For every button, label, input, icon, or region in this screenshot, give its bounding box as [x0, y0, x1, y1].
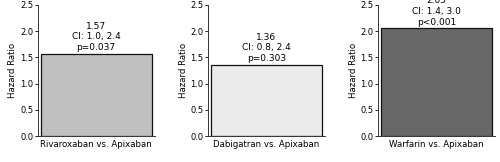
X-axis label: Warfarin vs. Apixaban: Warfarin vs. Apixaban	[389, 140, 484, 149]
Y-axis label: Hazard Ratio: Hazard Ratio	[8, 43, 18, 98]
Bar	[211, 65, 322, 136]
Text: 2.05
CI: 1.4, 3.0
p<0.001: 2.05 CI: 1.4, 3.0 p<0.001	[412, 0, 461, 27]
Y-axis label: Hazard Ratio: Hazard Ratio	[178, 43, 188, 98]
Bar	[41, 54, 152, 136]
X-axis label: Rivaroxaban vs. Apixaban: Rivaroxaban vs. Apixaban	[40, 140, 152, 149]
Y-axis label: Hazard Ratio: Hazard Ratio	[348, 43, 358, 98]
X-axis label: Dabigatran vs. Apixaban: Dabigatran vs. Apixaban	[213, 140, 320, 149]
Text: 1.36
CI: 0.8, 2.4
p=0.303: 1.36 CI: 0.8, 2.4 p=0.303	[242, 33, 290, 63]
Bar	[381, 29, 492, 136]
Text: 1.57
CI: 1.0, 2.4
p=0.037: 1.57 CI: 1.0, 2.4 p=0.037	[72, 22, 120, 52]
